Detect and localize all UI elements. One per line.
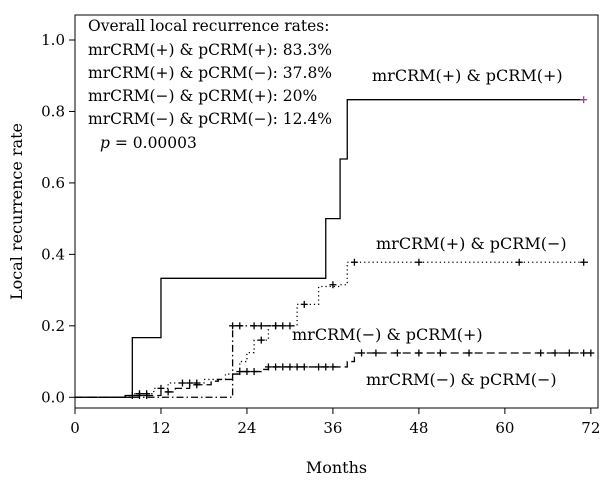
censor-mark: [243, 368, 251, 376]
legend-line-1: mrCRM(+) & pCRM(+): 83.3%: [88, 41, 332, 59]
y-tick-label: 0.8: [41, 102, 65, 120]
censor-mark: [279, 363, 287, 371]
censor-mark: [358, 349, 366, 357]
censor-mark: [587, 349, 595, 357]
censor-mark: [257, 322, 265, 330]
censor-mark: [580, 258, 588, 266]
censor-mark: [128, 391, 136, 399]
recurrence-rate-legend: Overall local recurrence rates: mrCRM(+)…: [88, 17, 332, 152]
censor-mark: [236, 368, 244, 376]
p-value-symbol: p: [100, 134, 110, 152]
censor-marks: [128, 96, 595, 399]
censor-mark: [415, 258, 423, 266]
y-tick-label: 0.4: [41, 245, 65, 263]
censor-mark: [329, 281, 337, 289]
x-tick-label: 72: [581, 419, 600, 437]
censor-mark: [293, 363, 301, 371]
legend-line-4: mrCRM(−) & pCRM(−): 12.4%: [88, 110, 332, 128]
series-label-mrcrm-pos-pcrm-neg: mrCRM(+) & pCRM(−): [376, 234, 567, 253]
censor-mark: [279, 322, 287, 330]
censor-mark: [229, 322, 237, 330]
legend-line-3: mrCRM(−) & pCRM(+): 20%: [88, 87, 317, 105]
censor-mark: [415, 349, 423, 357]
series-label-mrcrm-neg-pcrm-pos: mrCRM(−) & pCRM(+): [292, 325, 483, 344]
censor-mark: [300, 363, 308, 371]
censor-mark: [565, 349, 573, 357]
y-axis-ticks: 0.0 0.2 0.4 0.6 0.8 1.0: [41, 31, 75, 406]
censor-mark: [264, 363, 272, 371]
p-value-annotation: p = 0.00003: [100, 134, 197, 152]
censor-mark: [300, 300, 308, 308]
censor-mark: [186, 379, 194, 387]
censor-mark: [515, 258, 523, 266]
censor-mark: [315, 363, 323, 371]
x-tick-label: 24: [237, 419, 256, 437]
x-axis-label: Months: [306, 458, 367, 477]
censor-mark: [329, 363, 337, 371]
censor-mark: [164, 388, 172, 396]
censor-mark: [286, 363, 294, 371]
censor-mark: [580, 349, 588, 357]
series-line-2: [75, 325, 283, 398]
censor-mark: [157, 384, 165, 392]
censor-mark: [580, 96, 588, 104]
censor-mark: [178, 379, 186, 387]
censor-mark: [286, 322, 294, 330]
censor-mark: [350, 258, 358, 266]
y-tick-label: 0.0: [41, 388, 65, 406]
legend-line-2: mrCRM(+) & pCRM(−): 37.8%: [88, 64, 332, 82]
series-label-mrcrm-pos-pcrm-pos: mrCRM(+) & pCRM(+): [372, 66, 563, 85]
series-line-0: [75, 99, 584, 398]
p-value-text: = 0.00003: [110, 134, 197, 152]
y-tick-label: 0.2: [41, 317, 65, 335]
censor-mark: [465, 349, 473, 357]
censor-mark: [257, 336, 265, 344]
censor-mark: [250, 322, 258, 330]
censor-mark: [322, 363, 330, 371]
censor-mark: [551, 349, 559, 357]
x-tick-label: 36: [323, 419, 342, 437]
x-tick-label: 60: [495, 419, 514, 437]
censor-mark: [272, 322, 280, 330]
y-axis-label: Local recurrence rate: [7, 123, 26, 300]
censor-mark: [236, 322, 244, 330]
y-tick-label: 0.6: [41, 174, 65, 192]
x-tick-label: 48: [409, 419, 428, 437]
censor-mark: [537, 349, 545, 357]
censor-mark: [372, 349, 380, 357]
x-tick-label: 12: [151, 419, 170, 437]
x-tick-label: 0: [70, 419, 80, 437]
series-label-mrcrm-neg-pcrm-neg: mrCRM(−) & pCRM(−): [366, 370, 557, 389]
censor-mark: [193, 381, 201, 389]
y-tick-label: 1.0: [41, 31, 65, 49]
censor-mark: [143, 391, 151, 399]
x-axis-ticks: 0 12 24 36 48 60 72: [70, 408, 600, 437]
censor-mark: [436, 349, 444, 357]
plot-frame: [74, 14, 599, 409]
censor-mark: [272, 363, 280, 371]
censor-mark: [250, 368, 258, 376]
legend-heading: Overall local recurrence rates:: [88, 17, 329, 35]
censor-mark: [135, 391, 143, 399]
censor-mark: [393, 349, 401, 357]
